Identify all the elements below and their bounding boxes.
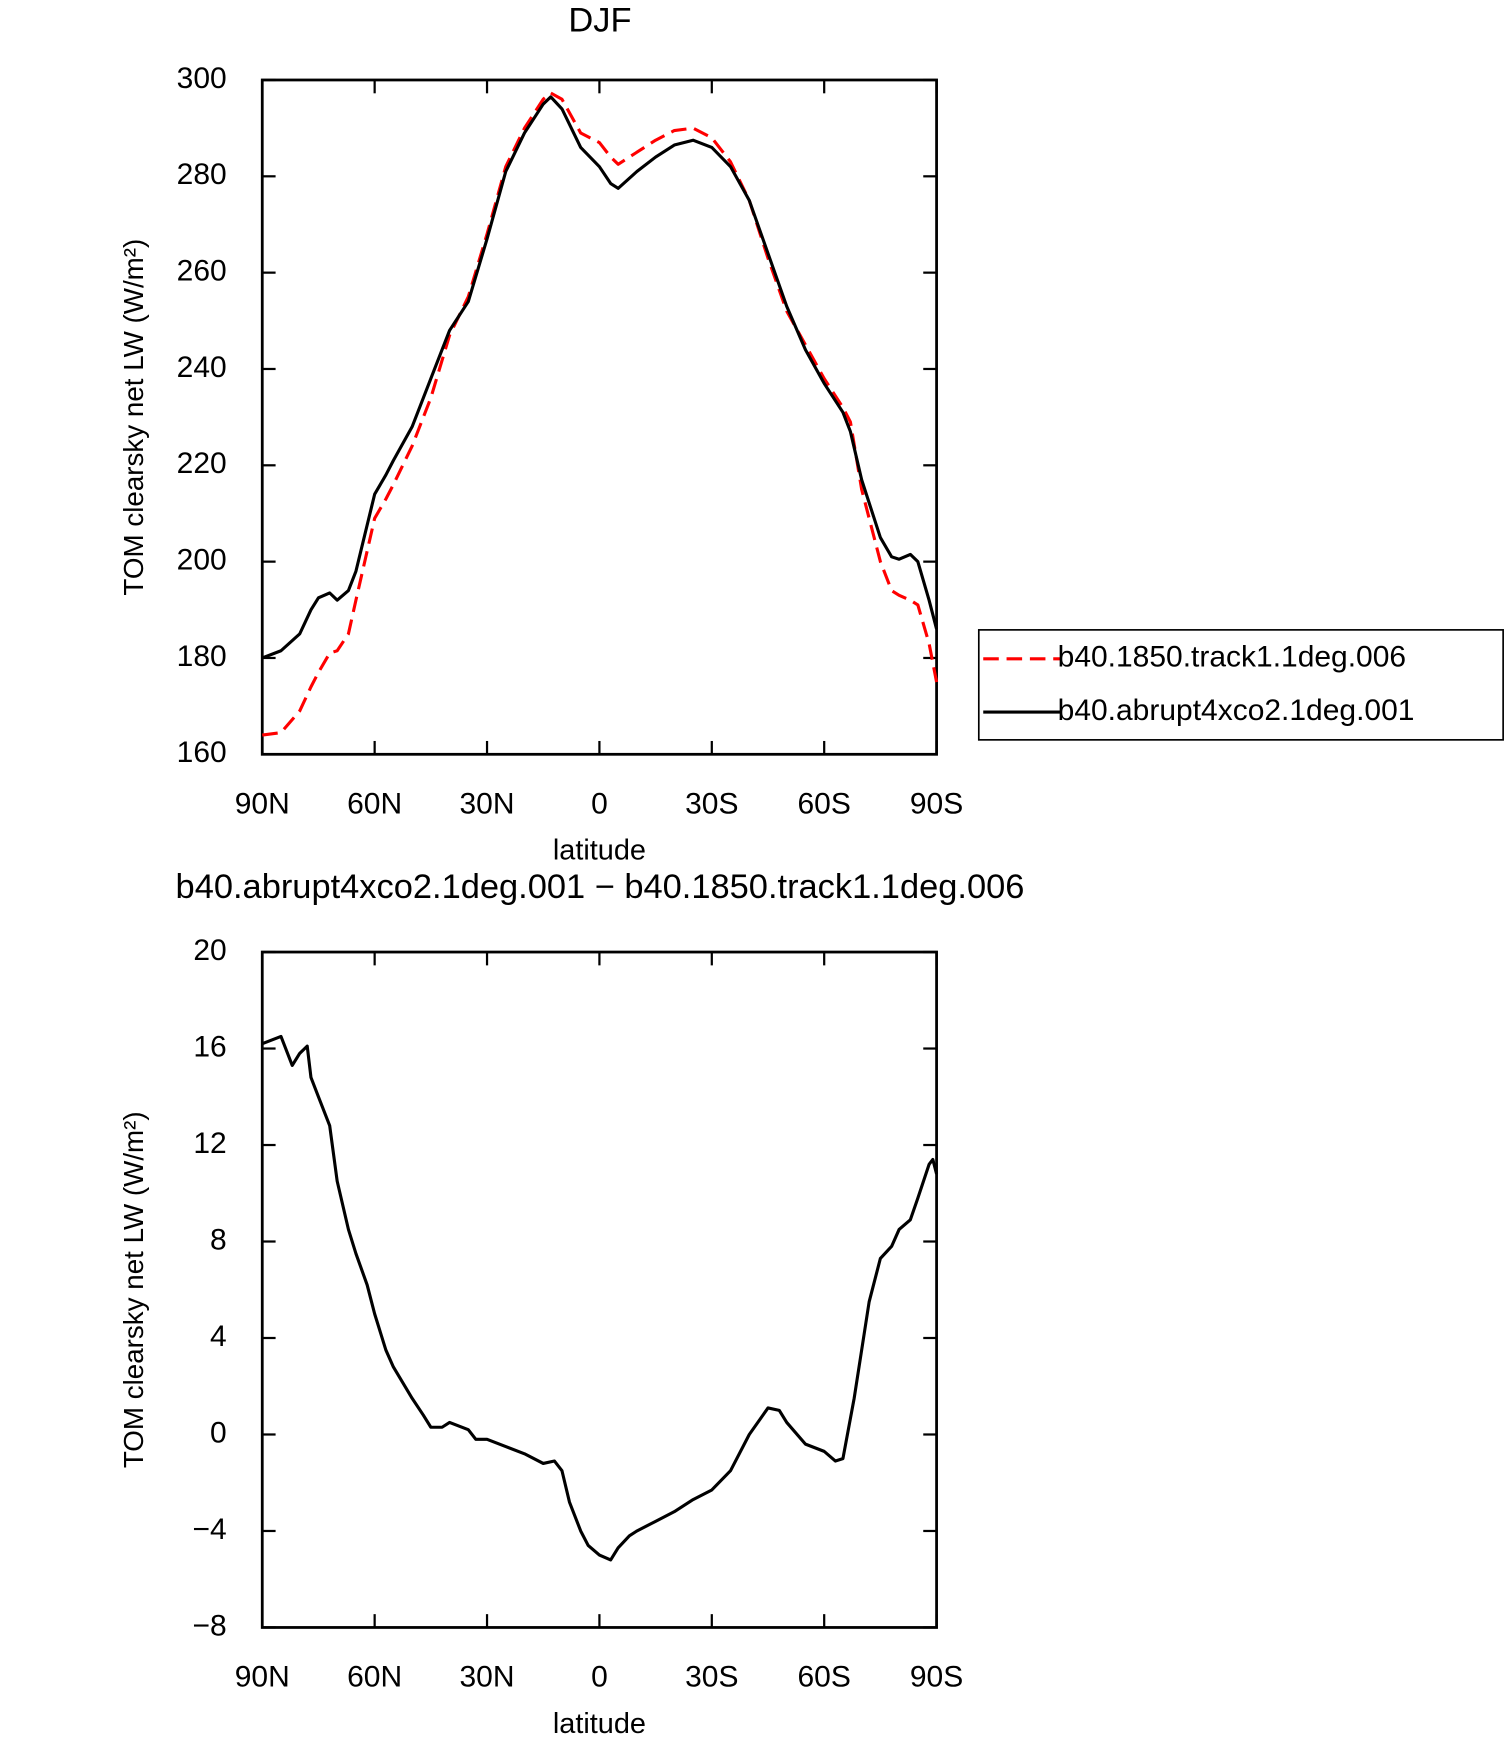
y-axis-label: TOM clearsky net LW (W/m²) bbox=[118, 239, 149, 596]
y-tick-label: 160 bbox=[177, 736, 227, 769]
chart-title: b40.abrupt4xco2.1deg.001 − b40.1850.trac… bbox=[176, 868, 1025, 906]
series-line bbox=[261, 1034, 939, 1562]
plot-frame bbox=[260, 78, 938, 756]
y-tick-label: 240 bbox=[177, 351, 227, 384]
y-tick-label: 12 bbox=[193, 1127, 226, 1160]
y-tick-label: 260 bbox=[177, 255, 227, 288]
y-tick-label: 280 bbox=[177, 158, 227, 191]
x-tick-label: 0 bbox=[591, 1660, 608, 1693]
x-tick-label: 90S bbox=[910, 787, 963, 820]
x-tick-label: 30N bbox=[460, 787, 515, 820]
x-tick-label: 60N bbox=[347, 787, 402, 820]
x-axis-label: latitude bbox=[553, 1708, 646, 1740]
x-tick-label: 60S bbox=[798, 787, 851, 820]
y-tick-label: 300 bbox=[177, 62, 227, 95]
y-tick-label: 20 bbox=[193, 934, 226, 967]
legend-box bbox=[977, 629, 1504, 741]
legend-label: b40.1850.track1.1deg.006 bbox=[1058, 641, 1406, 674]
x-tick-label: 30S bbox=[685, 1660, 738, 1693]
y-tick-label: 220 bbox=[177, 447, 227, 480]
y-tick-label: 0 bbox=[210, 1416, 227, 1449]
x-tick-label: 30S bbox=[685, 787, 738, 820]
y-tick-label: 16 bbox=[193, 1030, 226, 1063]
x-axis-label: latitude bbox=[553, 835, 646, 867]
chart-title: DJF bbox=[568, 1, 631, 39]
y-tick-label: 180 bbox=[177, 640, 227, 673]
series-line bbox=[262, 91, 939, 737]
x-tick-label: 30N bbox=[460, 1660, 515, 1693]
y-tick-label: −4 bbox=[193, 1513, 227, 1546]
y-axis-label: TOM clearsky net LW (W/m²) bbox=[118, 1111, 149, 1468]
x-tick-label: 90S bbox=[910, 1660, 963, 1693]
plot-frame bbox=[260, 950, 938, 1629]
y-tick-label: 4 bbox=[210, 1320, 227, 1353]
x-tick-label: 60N bbox=[347, 1660, 402, 1693]
x-tick-label: 90N bbox=[235, 1660, 290, 1693]
x-tick-label: 90N bbox=[235, 787, 290, 820]
y-tick-label: 200 bbox=[177, 544, 227, 577]
y-tick-label: 8 bbox=[210, 1223, 227, 1256]
legend-label: b40.abrupt4xco2.1deg.001 bbox=[1058, 694, 1415, 727]
series-line bbox=[261, 95, 939, 660]
x-tick-label: 0 bbox=[591, 787, 608, 820]
y-tick-label: −8 bbox=[193, 1609, 227, 1642]
x-tick-label: 60S bbox=[798, 1660, 851, 1693]
